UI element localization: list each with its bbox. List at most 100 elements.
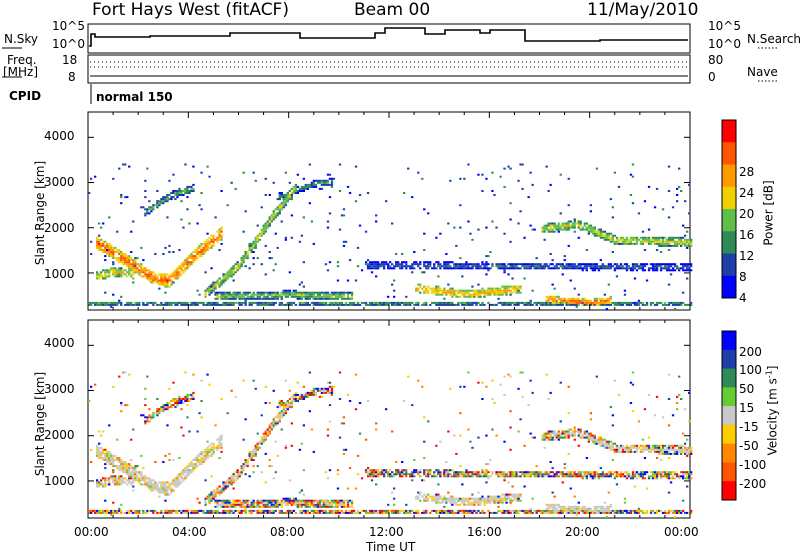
power-cell: [284, 198, 288, 201]
power-cell: [653, 265, 657, 268]
velocity-cell: [385, 469, 388, 472]
power-cell: [338, 301, 342, 304]
power-cell: [292, 192, 296, 194]
velocity-cell: [555, 471, 558, 474]
power-cell: [252, 240, 255, 243]
velocity-cell: [164, 491, 167, 494]
power-cell: [282, 291, 285, 294]
velocity-cell: [196, 430, 199, 433]
power-cell: [423, 265, 426, 268]
velocity-cell: [174, 511, 177, 514]
velocity-cell: [264, 430, 267, 433]
velocity-cell: [477, 475, 480, 478]
velocity-cell: [102, 511, 105, 514]
power-cell: [242, 297, 245, 300]
velocity-cell: [356, 473, 360, 476]
velocity-cell: [148, 509, 151, 512]
velocity-cell: [206, 511, 209, 514]
power-cell: [336, 301, 340, 304]
power-cell: [678, 238, 681, 241]
power-cell: [96, 246, 99, 249]
power-cell: [671, 236, 675, 239]
power-cell: [637, 267, 641, 270]
power-cell: [539, 263, 542, 266]
velocity-cell: [194, 459, 197, 461]
velocity-cell: [250, 450, 253, 453]
power-cell: [226, 271, 229, 274]
power-cell: [571, 299, 574, 302]
velocity-cell: [230, 501, 233, 504]
power-cell: [603, 267, 607, 270]
power-cell: [481, 173, 484, 176]
power-cell: [188, 261, 191, 264]
velocity-cell: [308, 505, 312, 508]
velocity-cell: [262, 432, 265, 435]
power-cell: [116, 251, 119, 253]
power-cell: [523, 303, 526, 306]
power-cell: [326, 295, 330, 298]
power-cell: [170, 198, 173, 201]
velocity-cell: [439, 501, 442, 504]
velocity-cell: [124, 371, 127, 374]
velocity-cell: [166, 406, 169, 409]
velocity-cell: [533, 473, 536, 476]
velocity-cell: [491, 497, 494, 500]
power-cell: [302, 177, 306, 180]
velocity-cell: [142, 475, 145, 478]
velocity-cell: [282, 402, 285, 404]
power-cell: [174, 190, 177, 192]
power-cell: [443, 297, 446, 300]
velocity-cell: [320, 511, 324, 514]
power-cell: [112, 246, 115, 249]
power-cell: [393, 295, 396, 298]
velocity-cell: [282, 501, 285, 504]
velocity-cell: [172, 404, 175, 407]
power-cell: [501, 291, 504, 294]
power-cell: [350, 291, 354, 294]
velocity-cell: [529, 471, 532, 474]
power-cell: [631, 265, 635, 268]
power-cell: [680, 263, 683, 266]
velocity-cell: [551, 503, 554, 506]
velocity-cell: [212, 491, 215, 494]
velocity-cell: [288, 499, 292, 502]
velocity-cell: [423, 499, 426, 502]
power-cell: [565, 222, 568, 225]
power-cell: [112, 251, 115, 253]
velocity-cell: [142, 477, 145, 480]
power-cell: [164, 246, 167, 249]
velocity-cell: [136, 479, 139, 482]
power-cell: [593, 303, 597, 306]
power-cell: [676, 267, 679, 270]
power-cell: [433, 301, 436, 304]
power-cell: [467, 220, 470, 223]
power-cell: [503, 263, 506, 266]
velocity-cell: [116, 481, 119, 484]
power-cell: [272, 301, 275, 304]
velocity-cell: [503, 477, 506, 480]
power-cell: [198, 251, 201, 253]
velocity-cell: [413, 475, 416, 478]
velocity-cell: [447, 473, 450, 476]
velocity-cell: [204, 497, 207, 500]
power-cell: [312, 303, 316, 306]
power-cell: [216, 295, 219, 298]
velocity-cell: [463, 473, 466, 476]
vel-cbar-tick-100: 100: [739, 363, 762, 377]
power-cell: [647, 269, 651, 272]
power-cell: [663, 263, 667, 266]
power-cell: [547, 228, 550, 231]
power-cell: [593, 230, 597, 233]
velocity-cell: [132, 489, 135, 492]
power-cell: [573, 267, 576, 270]
velocity-cell: [403, 400, 406, 402]
power-cell: [162, 303, 165, 306]
velocity-cell: [104, 511, 107, 514]
power-cell: [445, 253, 448, 255]
velocity-cell: [250, 459, 253, 461]
velocity-cell: [342, 452, 346, 455]
power-cell: [459, 226, 462, 229]
power-cell: [571, 267, 574, 270]
power-cell: [272, 214, 275, 217]
power-cell: [164, 279, 167, 282]
